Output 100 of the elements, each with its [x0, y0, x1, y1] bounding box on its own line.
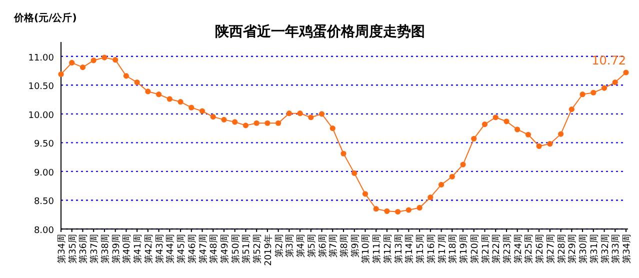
x-tick-label: 第27周: [545, 234, 556, 264]
x-tick-label: 第49周: [219, 234, 230, 264]
x-tick-label: 第13周: [393, 234, 404, 264]
point: [395, 208, 401, 215]
x-tick-label: 第28周: [556, 234, 568, 264]
x-tick-label: 第45周: [176, 234, 188, 264]
point: [264, 120, 270, 126]
point: [492, 114, 498, 120]
x-tick-label: 第23周: [502, 234, 513, 264]
x-tick-label: 第44周: [165, 234, 176, 264]
x-tick-label: 第17周: [436, 234, 448, 264]
point: [286, 110, 292, 116]
x-tick-label: 第43周: [154, 234, 166, 264]
x-tick-label: 第19周: [458, 234, 470, 264]
point: [90, 58, 96, 64]
x-tick-label: 第25周: [524, 234, 535, 264]
point: [590, 90, 596, 96]
x-tick-label: 第50周: [230, 234, 242, 264]
point: [199, 108, 206, 114]
point: [362, 191, 368, 197]
point: [525, 132, 532, 138]
x-tick-label: 第34周: [56, 234, 68, 264]
point: [514, 126, 520, 132]
x-tick-label: 第15周: [415, 234, 426, 264]
x-tick-label: 第52周: [252, 234, 264, 264]
x-tick-label: 第40周: [122, 234, 133, 264]
x-tick-label: 第11周: [372, 234, 383, 264]
data-label: 10.72: [592, 53, 626, 68]
point: [210, 114, 216, 120]
x-tick-label: 第30周: [578, 234, 590, 264]
y-tick-label: 9.00: [34, 168, 54, 178]
point: [384, 208, 390, 214]
point: [482, 121, 488, 128]
point: [134, 79, 140, 86]
x-tick-label: 第29周: [567, 234, 578, 264]
x-tick-label: 第16周: [426, 234, 437, 264]
y-tick-label: 9.50: [34, 140, 54, 150]
x-tick-label: 第36周: [78, 234, 90, 264]
x-tick-label: 第35周: [67, 234, 78, 264]
x-tick-label: 第51周: [241, 234, 252, 264]
point: [547, 141, 553, 147]
x-tick-label: 第20周: [469, 234, 480, 264]
point: [297, 110, 303, 116]
point: [460, 162, 466, 168]
point: [242, 122, 249, 128]
point: [352, 170, 358, 176]
x-tick-label: 第46周: [186, 234, 198, 264]
x-tick-label: 第37周: [89, 234, 100, 264]
point: [536, 143, 542, 149]
point: [102, 54, 108, 60]
point: [330, 126, 336, 132]
point: [623, 70, 629, 76]
point: [340, 150, 346, 156]
x-tick-label: 第32周: [600, 234, 611, 264]
x-tick-label: 第31周: [588, 234, 600, 264]
point: [580, 92, 586, 98]
point: [276, 120, 282, 126]
x-tick-label: 第21周: [480, 234, 492, 264]
point: [166, 96, 172, 102]
point: [438, 182, 444, 188]
y-tick-label: 10.50: [28, 82, 54, 92]
x-tick-label: 第38周: [100, 234, 111, 264]
point: [156, 92, 162, 98]
x-tick-label: 第48周: [208, 234, 220, 264]
x-tick-label: 第7周: [328, 234, 340, 258]
point: [308, 114, 314, 120]
x-tick-label: 第5周: [306, 234, 318, 258]
x-tick-label: 第9周: [350, 234, 361, 258]
x-tick-label: 第10周: [360, 234, 372, 264]
point: [471, 136, 477, 142]
point: [112, 57, 118, 63]
point: [318, 111, 325, 117]
point: [188, 104, 194, 110]
x-tick-label: 第4周: [296, 234, 307, 258]
point: [416, 204, 422, 211]
point: [232, 119, 238, 125]
point: [69, 60, 75, 66]
point: [504, 118, 510, 124]
point: [58, 71, 64, 78]
y-axis-title: 价格(元/公斤): [13, 12, 77, 24]
point: [612, 79, 618, 86]
point: [145, 88, 151, 94]
x-tick-label: 第41周: [132, 234, 144, 264]
x-tick-label: 第8周: [339, 234, 350, 258]
point: [221, 116, 227, 122]
x-tick-label: 第3周: [284, 234, 296, 258]
x-tick-label: 第42周: [143, 234, 154, 264]
x-tick-label: 第26周: [534, 234, 546, 264]
x-tick-label: 第34周: [622, 234, 632, 264]
point: [558, 131, 564, 137]
y-tick-label: 8.50: [34, 197, 54, 208]
x-tick-label: 第18周: [448, 234, 459, 264]
x-tick-label: 第12周: [382, 234, 394, 264]
x-tick-label: 第24周: [512, 234, 524, 264]
point: [406, 207, 412, 213]
point: [178, 99, 184, 105]
point: [80, 64, 86, 70]
chart-title: 陕西省近一年鸡蛋价格周度走势图: [215, 23, 425, 40]
point: [568, 106, 574, 112]
point: [254, 120, 260, 126]
